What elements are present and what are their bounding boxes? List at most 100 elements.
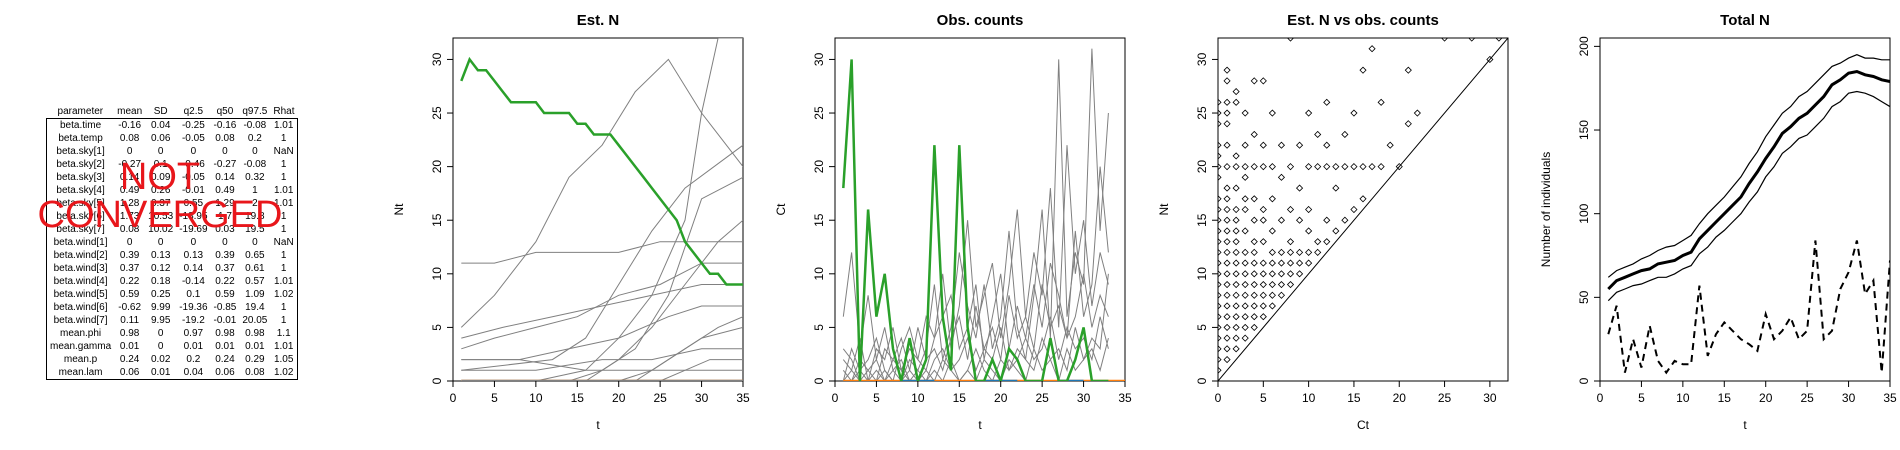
scatter-point (1413, 109, 1421, 117)
value-cell: -0.62 (118, 302, 142, 313)
scatter-point (1314, 163, 1322, 171)
chart-panel-1: Est. N t Nt 0 5 10 15 20 25 30 35 0 5 10 15 20 25 30 (392, 12, 750, 432)
scatter-point (1241, 163, 1249, 171)
scatter-point (1305, 109, 1313, 117)
header-row: parameter mean SD q2.5 q50 q97.5 Rhat (47, 105, 298, 119)
scatter-point (1277, 280, 1286, 289)
value-cell: 0 (157, 341, 164, 352)
table-row: mean.p 0.24 0.02 0.2 0.24 0.29 1.05 (47, 353, 298, 366)
x-tick-label: 30 (1077, 391, 1091, 405)
scatter-point (1286, 238, 1295, 246)
scatter-point (1218, 259, 1222, 267)
highlight-series-line (460, 56, 743, 286)
value-cell: -0.27 (213, 159, 237, 170)
series-line (461, 219, 743, 381)
scatter-point (1259, 291, 1267, 299)
y-tick-label: 5 (430, 324, 444, 331)
table-row: beta.sky[6] 1.73 10.53 -18.95 1.7 19.8 1 (47, 210, 298, 223)
scatter-point (1218, 345, 1222, 353)
scatter-point (1218, 280, 1222, 289)
value-cell: 1 (280, 211, 287, 222)
column-header: q97.5 (242, 106, 268, 117)
value-cell: 0.14 (119, 172, 140, 183)
value-cell: 1.01 (273, 276, 294, 287)
column-header: q50 (216, 106, 234, 117)
x-tick-label: 20 (612, 391, 626, 405)
scatter-point (1259, 205, 1267, 214)
y-tick-label: 0 (812, 377, 826, 384)
scatter-point (1250, 163, 1258, 171)
chart-panel-2: Obs. counts t Ct 0 5 10 15 20 25 30 35 0 5 10 15 20 25 30 (774, 12, 1132, 432)
scatter-point (1268, 270, 1276, 278)
x-tick-label: 15 (1718, 391, 1732, 405)
series-line (461, 262, 743, 350)
value-cell: 0 (126, 146, 133, 157)
value-cell: 0.08 (245, 367, 265, 378)
scatter-point (1277, 270, 1286, 278)
scatter-point (1277, 216, 1286, 224)
value-cell: 0.97 (183, 328, 204, 339)
scatter-point (1259, 163, 1267, 171)
scatter-point (1241, 291, 1249, 299)
scatter-point (1286, 259, 1295, 267)
x-tick-label: 15 (571, 391, 585, 405)
scatter-point (1232, 216, 1240, 224)
value-cell: 0.06 (119, 367, 140, 378)
value-cell: 1.28 (119, 198, 140, 209)
value-cell: 1 (280, 315, 287, 326)
series-line (460, 58, 743, 328)
x-tick-label: 0 (1597, 391, 1604, 405)
y-axis-label: Nt (392, 203, 406, 216)
scatter-point (1295, 184, 1304, 192)
y-axis-label: Ct (774, 203, 788, 216)
scatter-point (1295, 259, 1304, 267)
scatter-point (1440, 38, 1449, 42)
value-cell: 0.02 (150, 354, 171, 365)
scatter-point (1218, 141, 1222, 149)
table-row: beta.time -0.16 0.04 -0.25 -0.16 -0.08 1.01 (47, 119, 298, 133)
value-cell: 0.59 (215, 289, 235, 300)
scatter-point (1223, 120, 1231, 128)
scatter-point (1232, 98, 1240, 106)
value-cell: 0.29 (245, 354, 265, 365)
value-cell: 1.01 (273, 185, 294, 196)
scatter-point (1341, 216, 1349, 224)
scatter-point (1250, 216, 1258, 224)
value-cell: 0.22 (119, 276, 140, 287)
column-header: SD (153, 106, 168, 117)
series-line (842, 273, 1109, 381)
value-cell: 2 (252, 198, 258, 209)
value-cell: 9.95 (150, 315, 171, 326)
scatter-point (1232, 238, 1240, 246)
scatter-point (1218, 205, 1222, 214)
scatter-point (1259, 216, 1267, 224)
value-cell: -0.08 (243, 120, 267, 131)
scatter-point (1241, 205, 1249, 214)
table-row: beta.wind[4] 0.22 0.18 -0.14 0.22 0.57 1.01 (47, 275, 298, 288)
value-cell: 0.65 (245, 250, 265, 261)
x-tick-label: 20 (994, 391, 1008, 405)
value-cell: 10.02 (148, 224, 174, 235)
value-cell: 0.01 (150, 367, 171, 378)
x-tick-label: 5 (1260, 391, 1267, 405)
table-row: beta.wind[5] 0.59 0.25 0.1 0.59 1.09 1.02 (47, 288, 298, 301)
scatter-point (1223, 216, 1231, 224)
value-cell: 9.99 (150, 302, 171, 313)
value-cell: 0 (252, 237, 258, 248)
y-tick-label: 0 (1195, 377, 1209, 384)
value-cell: 0.01 (215, 341, 235, 352)
scatter-point (1232, 291, 1240, 299)
scatter-point (1218, 366, 1222, 374)
x-tick-label: 25 (1035, 391, 1049, 405)
scatter-point (1341, 130, 1349, 139)
series-line (461, 359, 743, 371)
y-tick-label: 150 (1577, 120, 1591, 140)
y-axis-label: Nt (1157, 203, 1171, 216)
parameter-name-cell: mean.lam (58, 367, 103, 378)
value-cell: 0 (157, 146, 164, 157)
y-tick-label: 5 (1195, 324, 1209, 331)
scatter-point (1368, 45, 1376, 53)
value-cell: -0.01 (213, 315, 237, 326)
value-cell: 1 (280, 250, 287, 261)
